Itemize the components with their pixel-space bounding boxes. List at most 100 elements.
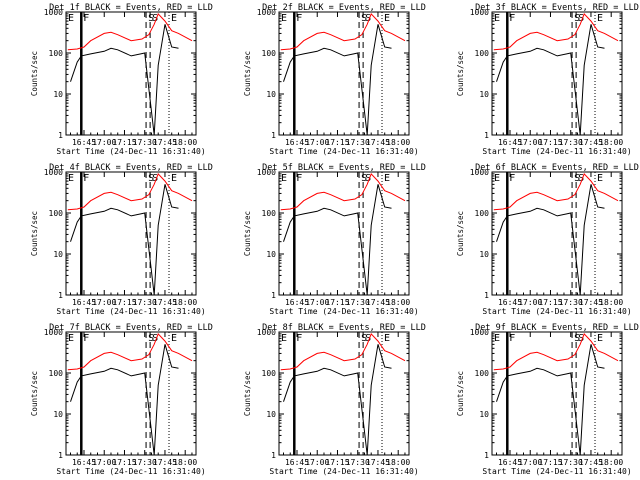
x-axis-label: Start Time (24-Dec-11 16:31:40): [56, 147, 205, 156]
series-line-lld: [67, 332, 193, 371]
y-tick-label: 10: [266, 410, 276, 419]
chart-panel-2: Det 2f BLACK = Events, RED = LLD 1 10 100 10…: [243, 3, 426, 156]
series-line-events: [496, 24, 605, 136]
chart-title: Det 7f BLACK = Events, RED = LLD: [49, 323, 213, 333]
plot-frame: [278, 11, 410, 136]
x-tick-label: 17:15: [325, 138, 349, 147]
marker-label-s: S: [574, 13, 580, 24]
y-tick-label: 100: [49, 49, 64, 58]
x-tick-label: 18:00: [599, 138, 623, 147]
marker-label-f: F: [83, 13, 89, 24]
x-tick-label: 17:45: [579, 298, 603, 307]
chart-title: Det 4f BLACK = Events, RED = LLD: [49, 163, 213, 173]
y-tick-label: 10: [266, 90, 276, 99]
y-tick-label: 100: [475, 49, 490, 58]
marker-label-e: E: [281, 13, 287, 24]
y-axis-label: Counts/sec: [30, 51, 39, 96]
x-tick-label: 17:30: [559, 458, 583, 467]
chart-panel-8: Det 8f BLACK = Events, RED = LLD 1 10 100 10…: [243, 323, 426, 476]
chart-panel-9: Det 9f BLACK = Events, RED = LLD 1 10 100 10…: [456, 323, 639, 476]
y-axis-label: Counts/sec: [243, 211, 252, 256]
marker-label-s: S: [574, 333, 580, 344]
marker-label-s: S: [578, 173, 584, 184]
x-tick-label: 17:30: [346, 298, 370, 307]
y-axis-label: Counts/sec: [243, 371, 252, 416]
x-tick-label: 17:30: [133, 458, 157, 467]
x-tick-label: 17:00: [92, 138, 116, 147]
marker-label-f: F: [296, 13, 302, 24]
marker-label-f: F: [83, 333, 89, 344]
x-tick-label: 16:45: [285, 298, 309, 307]
chart-title: Det 5f BLACK = Events, RED = LLD: [262, 163, 426, 173]
x-tick-label: 17:30: [133, 138, 157, 147]
x-tick-label: 18:00: [599, 298, 623, 307]
y-tick-label: 100: [49, 369, 64, 378]
y-tick-label: 1: [271, 291, 276, 300]
x-tick-label: 17:15: [325, 298, 349, 307]
series-line-lld: [280, 332, 406, 371]
y-tick-label: 100: [475, 369, 490, 378]
series-line-events: [283, 184, 392, 296]
x-tick-label: 16:45: [498, 138, 522, 147]
y-tick-label: 1000: [470, 328, 489, 337]
y-tick-label: 100: [262, 49, 277, 58]
plot-frame: [491, 331, 623, 456]
marker-label-s: S: [361, 333, 367, 344]
y-tick-label: 1000: [257, 168, 276, 177]
y-tick-label: 100: [49, 209, 64, 218]
y-axis-label: Counts/sec: [456, 211, 465, 256]
plot-frame: [65, 11, 197, 136]
marker-label-e: E: [384, 173, 390, 184]
y-tick-label: 10: [479, 90, 489, 99]
marker-label-e: E: [68, 13, 74, 24]
plot-frame: [278, 171, 410, 296]
y-tick-label: 1000: [257, 328, 276, 337]
x-tick-label: 17:45: [153, 298, 177, 307]
y-tick-label: 10: [53, 410, 63, 419]
y-axis-label: Counts/sec: [456, 51, 465, 96]
marker-label-s: S: [152, 13, 158, 24]
marker-label-s: S: [365, 13, 371, 24]
marker-label-e: E: [494, 333, 500, 344]
x-tick-label: 17:00: [518, 458, 542, 467]
marker-label-s: S: [361, 13, 367, 24]
x-tick-label: 16:45: [72, 458, 96, 467]
y-tick-label: 1000: [470, 8, 489, 17]
x-tick-label: 17:00: [305, 138, 329, 147]
x-tick-label: 17:15: [112, 458, 136, 467]
y-tick-label: 1: [271, 131, 276, 140]
y-axis-label: Counts/sec: [30, 371, 39, 416]
marker-label-e: E: [171, 173, 177, 184]
chart-panel-5: Det 5f BLACK = Events, RED = LLD 1 10 100 10…: [243, 163, 426, 316]
x-axis-label: Start Time (24-Dec-11 16:31:40): [269, 467, 418, 476]
x-tick-label: 17:00: [92, 298, 116, 307]
marker-label-e: E: [494, 13, 500, 24]
marker-label-s: S: [574, 173, 580, 184]
series-line-events: [283, 344, 392, 456]
x-tick-label: 17:45: [579, 138, 603, 147]
x-axis-label: Start Time (24-Dec-11 16:31:40): [482, 467, 631, 476]
plot-frame: [491, 171, 623, 296]
series-line-events: [70, 184, 179, 296]
chart-panel-7: Det 7f BLACK = Events, RED = LLD 1 10 100 10…: [30, 323, 213, 476]
y-tick-label: 10: [53, 250, 63, 259]
y-tick-label: 10: [479, 410, 489, 419]
y-tick-label: 1000: [44, 328, 63, 337]
chart-title: Det 2f BLACK = Events, RED = LLD: [262, 3, 426, 13]
x-tick-label: 16:45: [498, 458, 522, 467]
y-tick-label: 100: [262, 369, 277, 378]
x-axis-label: Start Time (24-Dec-11 16:31:40): [482, 147, 631, 156]
y-tick-label: 1000: [470, 168, 489, 177]
x-tick-label: 18:00: [173, 138, 197, 147]
x-tick-label: 17:00: [305, 298, 329, 307]
series-line-events: [70, 344, 179, 456]
x-tick-label: 17:30: [346, 458, 370, 467]
plot-frame: [491, 11, 623, 136]
series-line-events: [70, 24, 179, 136]
series-line-lld: [67, 12, 193, 51]
series-line-events: [496, 184, 605, 296]
marker-label-s: S: [148, 333, 154, 344]
marker-label-s: S: [148, 173, 154, 184]
y-axis-label: Counts/sec: [456, 371, 465, 416]
chart-title: Det 6f BLACK = Events, RED = LLD: [475, 163, 639, 173]
